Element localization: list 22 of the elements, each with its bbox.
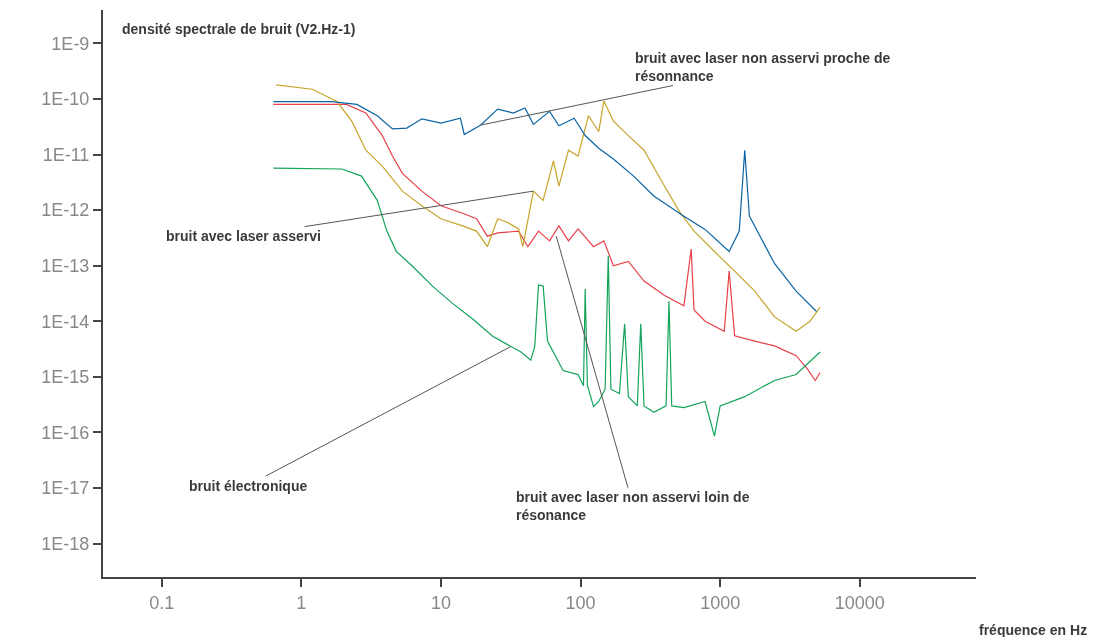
annotation: bruit électronique bbox=[189, 478, 308, 494]
y-tick-label: 1E-18 bbox=[41, 533, 90, 554]
y-axis-title: densité spectrale de bruit (V2.Hz-1) bbox=[122, 21, 356, 37]
y-tick-label: 1E-10 bbox=[41, 89, 90, 110]
annotation: bruit avec laser asservi bbox=[166, 228, 321, 244]
y-tick-label: 1E-15 bbox=[41, 367, 90, 388]
x-tick-label: 0.1 bbox=[149, 592, 175, 613]
y-tick-label: 1E-9 bbox=[51, 33, 90, 54]
y-tick-label: 1E-11 bbox=[42, 144, 90, 165]
x-tick-label: 10000 bbox=[834, 592, 885, 613]
y-tick-label: 1E-17 bbox=[41, 478, 90, 499]
x-tick-label: 1 bbox=[296, 592, 307, 613]
x-tick-label: 1000 bbox=[700, 592, 741, 613]
y-tick-label: 1E-13 bbox=[41, 256, 90, 277]
x-axis-title: fréquence en Hz bbox=[979, 622, 1088, 637]
y-tick-label: 1E-12 bbox=[41, 200, 90, 221]
y-tick-label: 1E-14 bbox=[41, 311, 90, 332]
annotation: bruit avec laser non asservi loin de résonance bbox=[516, 489, 750, 524]
x-tick-label: 10 bbox=[430, 592, 451, 613]
y-tick-label: 1E-16 bbox=[41, 422, 90, 443]
x-tick-label: 100 bbox=[565, 592, 596, 613]
annotation: bruit avec laser non asservi proche de résonnance bbox=[635, 50, 891, 85]
